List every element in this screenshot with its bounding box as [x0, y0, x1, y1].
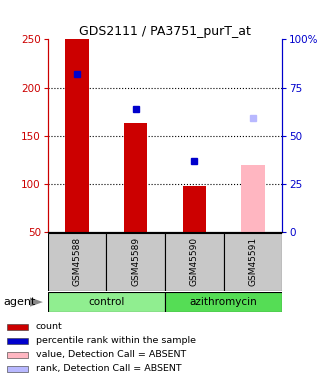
Bar: [241, 165, 265, 232]
Text: rank, Detection Call = ABSENT: rank, Detection Call = ABSENT: [36, 364, 181, 374]
Text: GSM45589: GSM45589: [131, 237, 140, 286]
Bar: [165, 292, 282, 312]
Text: azithromycin: azithromycin: [190, 297, 257, 307]
Text: count: count: [36, 322, 62, 332]
Bar: [165, 233, 224, 291]
Text: agent: agent: [3, 297, 36, 307]
Bar: [7, 324, 28, 330]
Text: GSM45588: GSM45588: [73, 237, 82, 286]
Text: GSM45590: GSM45590: [190, 237, 199, 286]
Bar: [48, 233, 106, 291]
Bar: [48, 292, 165, 312]
Bar: [182, 186, 206, 232]
Bar: [7, 366, 28, 372]
Bar: [7, 352, 28, 358]
Text: value, Detection Call = ABSENT: value, Detection Call = ABSENT: [36, 350, 186, 359]
Bar: [224, 233, 282, 291]
Bar: [7, 338, 28, 344]
Polygon shape: [30, 297, 43, 307]
Text: percentile rank within the sample: percentile rank within the sample: [36, 336, 196, 345]
Bar: [65, 39, 89, 232]
Text: GSM45591: GSM45591: [248, 237, 257, 286]
Text: control: control: [88, 297, 125, 307]
Bar: [124, 123, 148, 232]
Bar: [106, 233, 165, 291]
Title: GDS2111 / PA3751_purT_at: GDS2111 / PA3751_purT_at: [79, 25, 251, 38]
